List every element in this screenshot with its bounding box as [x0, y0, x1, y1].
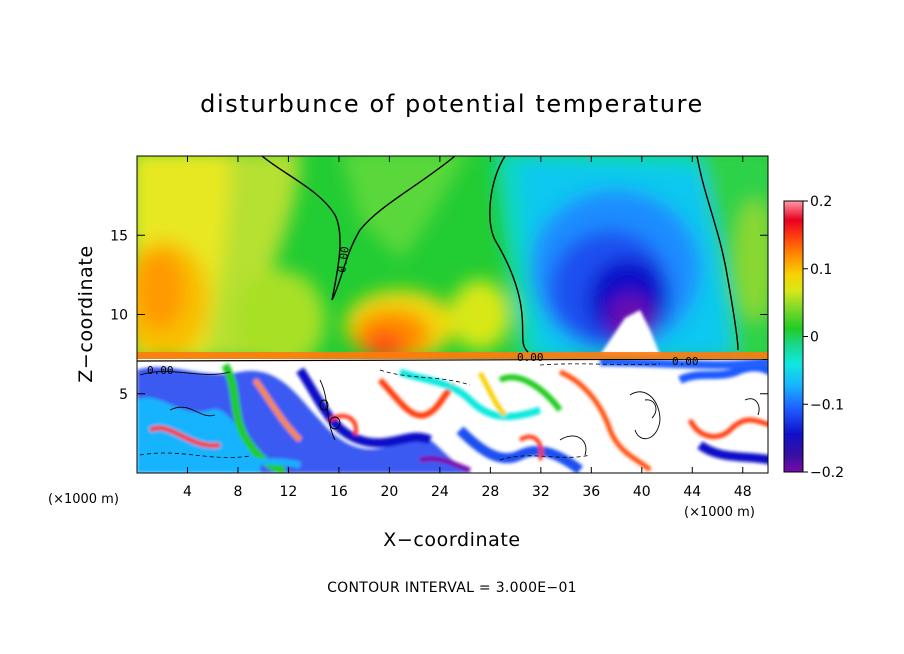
x-axis-ticks: 4 8 12 16 20 24 28 32 36 40 44 48 [183, 156, 752, 500]
x-tick-label: 8 [233, 484, 242, 500]
y-axis-ticks: 5 10 15 [110, 228, 768, 403]
contour-label-4: 0.00 [672, 355, 699, 368]
x-tick-label: 40 [633, 484, 651, 500]
contour-interval-note: CONTOUR INTERVAL = 3.000E−01 [327, 580, 577, 596]
colorbar-ticks: 0.2 0.1 0 −0.1 −0.2 [803, 194, 844, 481]
x-tick-label: 24 [431, 484, 449, 500]
x-tick-label: 20 [380, 484, 398, 500]
y-tick-label: 5 [119, 387, 128, 403]
x-tick-label: 48 [734, 484, 752, 500]
colorbar-tick-label: −0.2 [810, 465, 844, 481]
contour-zero-far-right [696, 156, 739, 351]
contour-zero-mid [331, 156, 456, 301]
y-axis-label: Z−coordinate [75, 245, 97, 382]
x-tick-label: 44 [683, 484, 701, 500]
x-tick-label: 4 [183, 484, 192, 500]
colorbar-tick-label: 0.1 [810, 262, 832, 278]
svg-text:0.00: 0.00 [335, 245, 352, 273]
contour-zero-left [261, 156, 341, 301]
chart-title: disturbunce of potential temperature [200, 90, 704, 118]
upper-field [137, 156, 768, 359]
contour-zero-right [489, 156, 529, 353]
y-tick-label: 10 [110, 308, 128, 324]
colorbar-tick-label: −0.1 [810, 397, 844, 413]
x-tick-label: 36 [582, 484, 600, 500]
colorbar-tick-label: 0 [810, 330, 819, 346]
x-axis-label: X−coordinate [383, 529, 520, 551]
contour-label-3: 0.00 [517, 351, 544, 364]
lower-field [137, 359, 768, 473]
y-tick-label: 15 [110, 228, 128, 244]
colorbar [783, 200, 804, 473]
colorbar-tick-label: 0.2 [810, 194, 832, 210]
x-tick-label: 16 [330, 484, 348, 500]
contour-label-1: 0.00 [335, 245, 352, 273]
x-tick-label: 32 [532, 484, 550, 500]
x-unit-left: (×1000 m) [48, 492, 119, 507]
contour-label-2: 0.00 [147, 364, 174, 377]
x-tick-label: 12 [280, 484, 298, 500]
x-tick-label: 28 [481, 484, 499, 500]
x-unit-right: (×1000 m) [684, 505, 755, 520]
